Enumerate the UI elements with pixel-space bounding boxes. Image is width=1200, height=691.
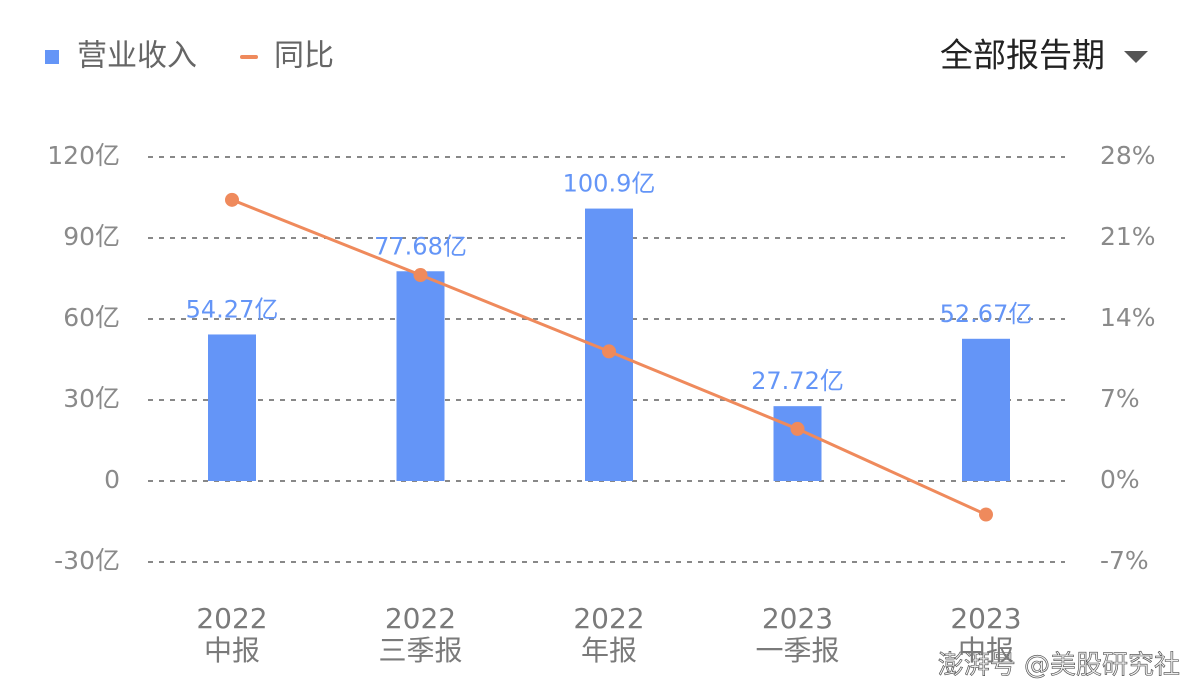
legend-label[interactable]: 同比 [274,39,334,74]
value-label: 54.27亿 [186,295,279,323]
line-point [790,421,805,436]
x-tick-label: 2022 [573,602,644,635]
value-label: 100.9亿 [563,170,656,198]
y2-tick-label: 0% [1100,465,1140,494]
value-label: 27.72亿 [751,367,844,395]
x-tick-label: 三季报 [378,634,462,667]
y-tick-label: 60亿 [63,303,120,332]
value-label: 52.67亿 [940,300,1033,328]
filter-label[interactable]: 全部报告期 [940,36,1105,75]
y2-tick-label: 28% [1100,141,1156,170]
y2-tick-label: 21% [1100,222,1156,251]
line-point [413,268,428,283]
x-tick-label: 2022 [385,602,456,635]
bar [396,271,445,481]
x-tick-label: 2022 [196,602,267,635]
x-tick-label: 一季报 [755,634,839,667]
bar [962,338,1010,481]
watermark: 澎湃号 @美股研究社 [938,651,1180,681]
line-point [602,344,616,359]
x-tick-label: 中报 [204,634,260,667]
line-point [225,192,239,207]
x-tick-label: 中报 [958,634,1014,667]
legend-label[interactable]: 营业收入 [77,39,197,74]
legend-swatch[interactable] [45,50,59,64]
bar [208,334,256,481]
y-tick-label: 0 [104,465,120,494]
value-label: 77.68亿 [374,232,467,260]
y-tick-label: 30亿 [63,384,120,413]
bar [773,406,822,481]
y-tick-label: -30亿 [54,546,120,575]
y-tick-label: 120亿 [47,141,120,170]
y-tick-label: 90亿 [63,222,120,251]
dropdown-arrow[interactable] [1124,51,1148,63]
y2-tick-label: 14% [1100,303,1156,332]
x-tick-label: 2023 [762,602,833,635]
x-tick-label: 年报 [581,634,637,667]
y2-tick-label: 7% [1100,384,1140,413]
y2-tick-label: -7% [1100,546,1149,575]
x-tick-label: 2023 [950,602,1021,635]
filter-dropdown[interactable]: 全部报告期 [940,36,1148,75]
line-point [979,507,993,522]
